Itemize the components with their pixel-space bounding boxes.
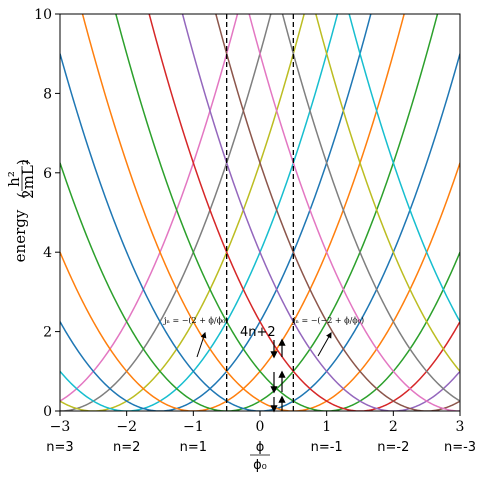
n-labels: n=3 n=2 n=1 n=-1 n=-2 n=-3 [46, 440, 476, 455]
n-label: n=1 [180, 440, 207, 455]
energy-curves [60, 14, 460, 411]
n-label: n=-1 [311, 440, 343, 455]
energy-curve-4 [60, 14, 372, 411]
x-tick-label: 3 [456, 419, 465, 435]
energy-curve-14 [281, 14, 460, 402]
energy-curve-12 [215, 14, 460, 411]
energy-curve-1 [60, 14, 272, 411]
y-axis-label: energy ( h² 2mL² ) [5, 159, 37, 262]
right-formula: jₙ = −(−2 + ϕ/ϕ₀) [292, 316, 364, 325]
x-label-numerator: ϕ [256, 440, 265, 455]
energy-curve-5 [60, 14, 405, 411]
energy-curve-3 [60, 14, 339, 411]
energy-curve-0 [60, 14, 239, 402]
y-tick-label: 2 [43, 325, 52, 341]
energy-curve-15 [315, 14, 460, 372]
center-label: 4n+2 [240, 325, 276, 340]
y-tick-label: 6 [43, 166, 52, 182]
y-unit-denominator: 2mL² [19, 159, 37, 199]
energy-curve-16 [348, 14, 460, 323]
x-tick-label: 2 [389, 419, 398, 435]
n-label: n=3 [46, 440, 73, 455]
n-label: n=-2 [377, 440, 409, 455]
left-formula: jₙ = −(2 + ϕ/ϕ₀) [163, 316, 228, 325]
x-tick-label: 0 [256, 419, 265, 435]
x-tick-label: −2 [116, 419, 137, 435]
energy-curve-6 [60, 14, 439, 411]
y-tick-label: 10 [34, 7, 52, 23]
n-label: n=2 [113, 440, 140, 455]
x-axis-label: ϕ ϕ₀ [250, 440, 270, 473]
x-axis-ticks: −3 −2 −1 0 1 2 3 [50, 411, 465, 435]
y-paren-close: ) [14, 159, 32, 165]
x-tick-label: −1 [183, 419, 204, 435]
y-tick-label: 0 [43, 404, 52, 420]
y-axis-title: energy [11, 209, 29, 262]
energy-curve-11 [181, 14, 460, 411]
energy-curve-8 [81, 14, 460, 411]
y-tick-label: 4 [43, 245, 52, 261]
energy-curve-13 [248, 14, 460, 411]
plot-frame [59, 13, 461, 412]
energy-curve-10 [148, 14, 460, 411]
x-label-denominator: ϕ₀ [253, 458, 267, 473]
right-arrow [317, 331, 332, 357]
y-unit-numerator: h² [5, 171, 23, 187]
dashed-lines [226, 14, 294, 411]
annotations: jₙ = −(2 + ϕ/ϕ₀) jₙ = −(−2 + ϕ/ϕ₀) 4n+2 [163, 316, 364, 413]
energy-curve-7 [60, 53, 460, 411]
energy-curve-2 [60, 14, 305, 411]
energy-curve-9 [115, 14, 460, 411]
left-arrow [196, 331, 207, 358]
y-axis-ticks: 0 2 4 6 8 10 [34, 7, 60, 420]
y-paren-open: ( [14, 192, 32, 198]
x-tick-label: −3 [50, 419, 71, 435]
x-tick-label: 1 [322, 419, 331, 435]
y-tick-label: 8 [43, 86, 52, 102]
n-label: n=-3 [444, 440, 476, 455]
